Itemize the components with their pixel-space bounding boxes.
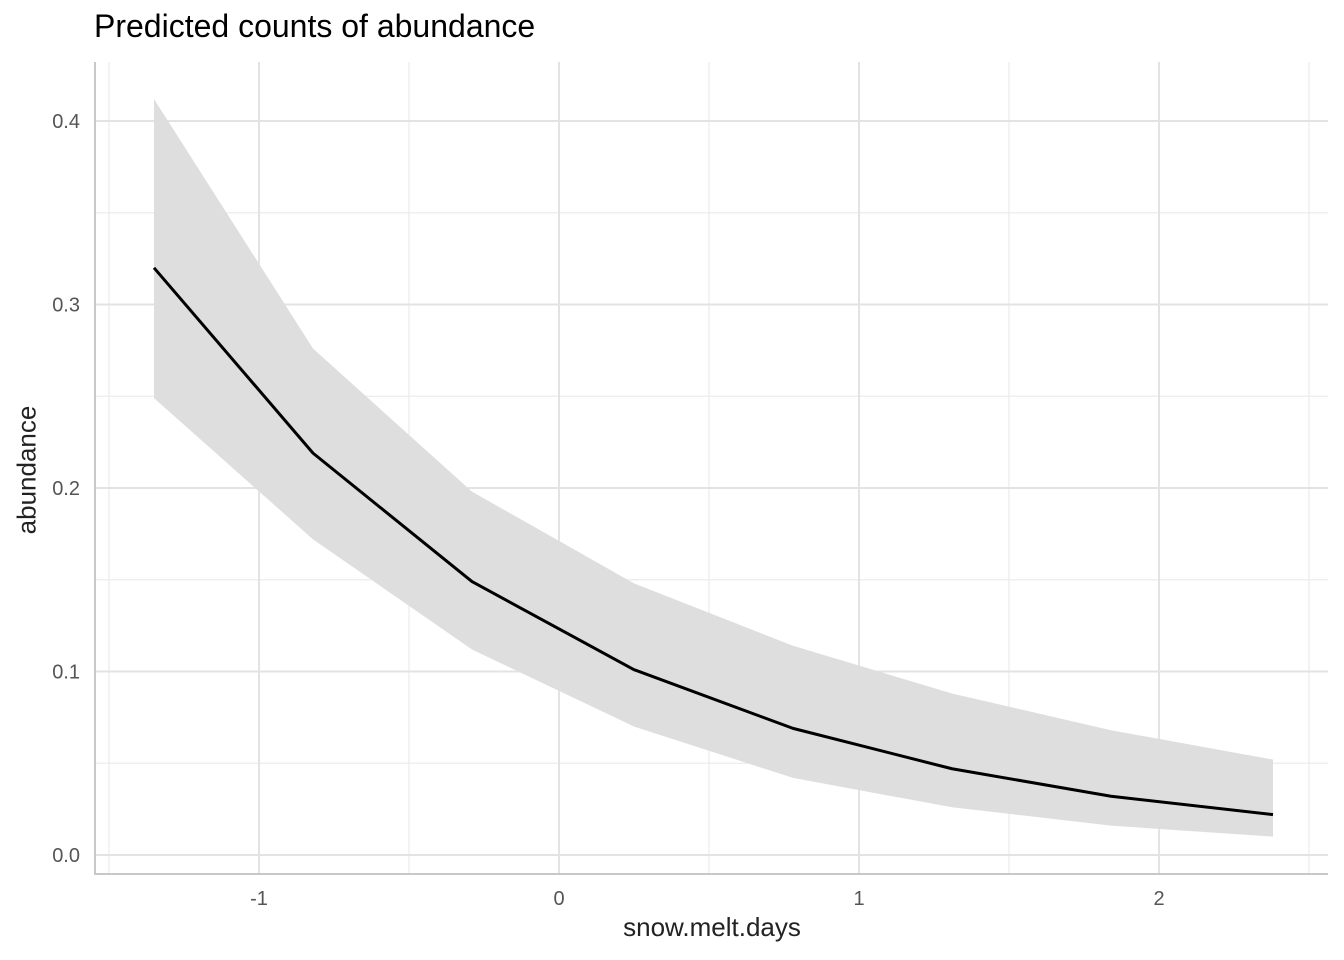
y-tick-label: 0.2 (52, 478, 80, 500)
y-axis-label: abundance (11, 405, 42, 535)
y-tick-label: 0.1 (52, 662, 80, 684)
x-tick-label: 2 (1153, 888, 1164, 910)
series-line (152, 266, 1274, 817)
y-tick-label: 0.3 (52, 295, 80, 317)
x-tick-label: -1 (250, 888, 268, 910)
y-tick-label: 0.0 (52, 845, 80, 867)
confidence-band (154, 98, 1273, 837)
x-tick-label: 0 (553, 888, 564, 910)
y-tick-label: 0.4 (52, 111, 80, 133)
x-axis-label: snow.melt.days (623, 912, 801, 942)
x-tick-label: 1 (853, 888, 864, 910)
chart-title: Predicted counts of abundance (94, 8, 536, 44)
